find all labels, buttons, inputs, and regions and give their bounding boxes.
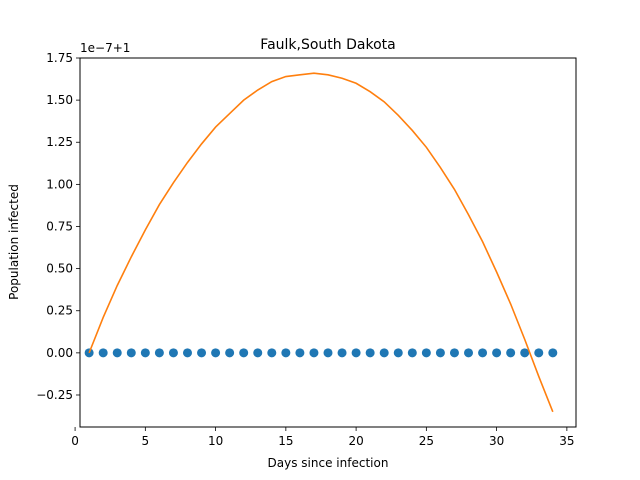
scatter-point	[337, 348, 347, 358]
y-tick-label: 1.25	[46, 135, 73, 149]
scatter-point	[126, 348, 136, 358]
scatter-point	[421, 348, 431, 358]
scatter-point	[154, 348, 164, 358]
x-tick-label: 20	[348, 434, 363, 448]
x-tick-label: 25	[419, 434, 434, 448]
y-tick-label: 1.75	[46, 51, 73, 65]
y-tick-label: 0.75	[46, 219, 73, 233]
y-offset-label: 1e−7+1	[80, 41, 130, 55]
chart-title: Faulk,South Dakota	[260, 37, 395, 53]
scatter-point	[435, 348, 445, 358]
scatter-point	[98, 348, 108, 358]
scatter-point	[506, 348, 516, 358]
x-tick-label: 35	[559, 434, 574, 448]
y-tick-label: −0.25	[36, 388, 73, 402]
scatter-point	[393, 348, 403, 358]
scatter-point	[449, 348, 459, 358]
scatter-point	[365, 348, 375, 358]
y-tick-label: 1.50	[46, 93, 73, 107]
scatter-point	[351, 348, 361, 358]
scatter-point	[534, 348, 544, 358]
scatter-point	[267, 348, 277, 358]
y-tick-label: 1.00	[46, 177, 73, 191]
scatter-point	[407, 348, 417, 358]
scatter-point	[492, 348, 502, 358]
x-tick-label: 0	[71, 434, 79, 448]
scatter-point	[548, 348, 558, 358]
x-tick-label: 15	[278, 434, 293, 448]
y-tick-label: 0.00	[46, 346, 73, 360]
x-tick-label: 5	[142, 434, 150, 448]
y-tick-label: 0.50	[46, 262, 73, 276]
scatter-point	[478, 348, 488, 358]
scatter-point	[225, 348, 235, 358]
x-tick-label: 10	[208, 434, 223, 448]
y-axis-ticks: −0.25 0.00 0.25 0.50 0.75 1.00 1.25 1.50 1.75	[36, 51, 80, 402]
y-axis-label: Population infected	[7, 184, 21, 300]
scatter-point	[281, 348, 291, 358]
x-axis-ticks: 0 5 10 15 20 25 30 35	[71, 427, 575, 448]
scatter-point	[239, 348, 249, 358]
scatter-point	[211, 348, 221, 358]
scatter-point	[309, 348, 319, 358]
scatter-point	[295, 348, 305, 358]
x-tick-label: 30	[489, 434, 504, 448]
scatter-point	[168, 348, 178, 358]
fit-curve-line	[88, 72, 554, 413]
scatter-point	[520, 348, 530, 358]
axes-frame	[79, 57, 577, 428]
scatter-point	[379, 348, 389, 358]
scatter-point	[140, 348, 150, 358]
scatter-point	[197, 348, 207, 358]
scatter-point	[464, 348, 474, 358]
y-tick-label: 0.25	[46, 304, 73, 318]
scatter-point	[323, 348, 333, 358]
plot-marks	[84, 72, 558, 413]
x-axis-label: Days since infection	[268, 456, 389, 470]
scatter-point	[253, 348, 263, 358]
scatter-point	[84, 348, 94, 358]
scatter-point	[112, 348, 122, 358]
scatter-point	[182, 348, 192, 358]
